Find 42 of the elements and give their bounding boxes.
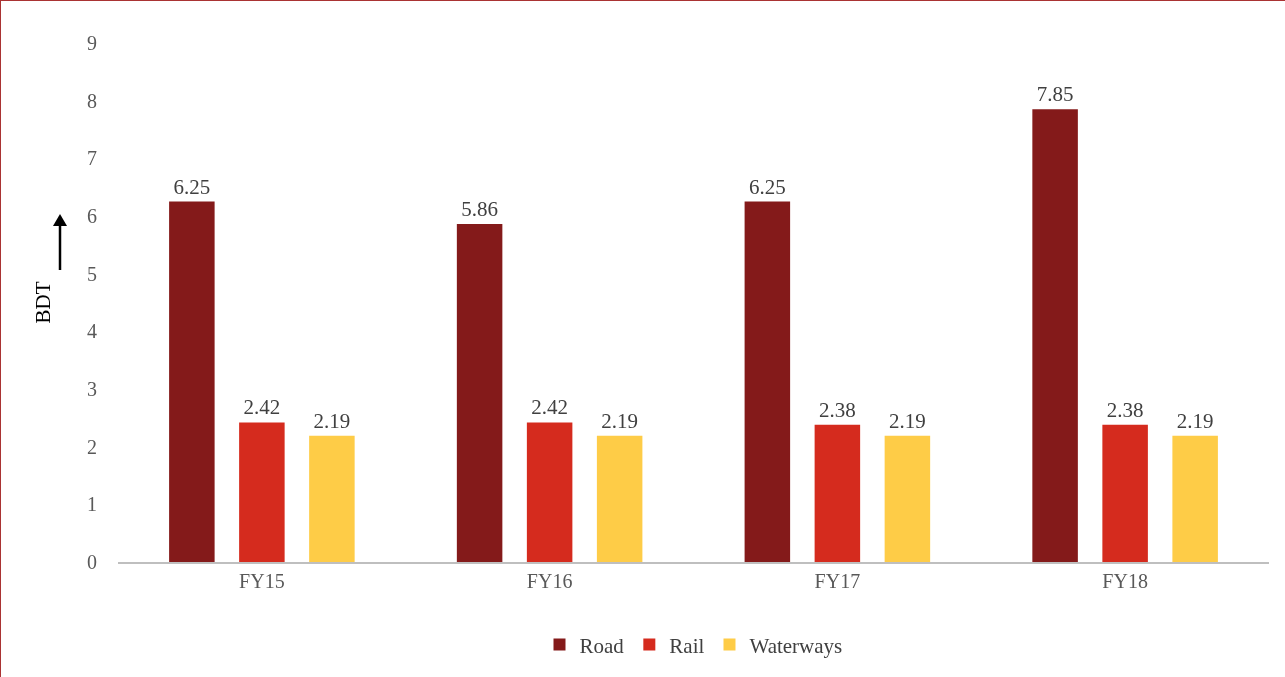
y-tick-label: 1	[87, 493, 97, 516]
data-label: 7.85	[1036, 82, 1074, 107]
y-tick-label: 7	[87, 147, 97, 170]
bar	[884, 435, 931, 562]
data-label: 2.19	[1176, 408, 1214, 433]
y-tick-label: 6	[87, 205, 97, 227]
legend-label: Waterways	[749, 633, 843, 658]
bar	[1172, 435, 1218, 562]
data-label: 5.86	[461, 197, 498, 222]
data-label: 2.42	[531, 395, 568, 420]
bar	[309, 435, 355, 562]
x-tick-label: FY18	[1102, 569, 1148, 592]
x-tick-label: FY16	[526, 569, 573, 592]
data-label: 2.19	[889, 408, 926, 433]
x-tick-label: FY15	[239, 569, 285, 592]
y-tick-label: 9	[87, 32, 97, 54]
legend-label: Road	[579, 633, 625, 658]
data-label: 2.38	[819, 397, 856, 422]
data-label: 2.19	[601, 408, 639, 433]
data-label: 6.25	[748, 174, 786, 199]
bar	[596, 435, 643, 562]
y-tick-label: 0	[87, 551, 97, 573]
bar	[239, 422, 285, 562]
y-axis-title: BDT	[31, 281, 56, 324]
y-tick-label: 8	[87, 89, 97, 112]
y-tick-label: 3	[87, 378, 97, 400]
data-label: 2.38	[1106, 397, 1144, 422]
legend-label: Rail	[669, 633, 705, 658]
bar	[456, 224, 503, 562]
y-tick-label: 2	[87, 435, 97, 458]
bar	[814, 424, 861, 562]
bar	[1032, 109, 1078, 562]
data-label: 6.25	[173, 174, 211, 199]
bar	[526, 422, 573, 562]
x-tick-label: FY17	[814, 569, 861, 592]
y-tick-label: 4	[87, 320, 97, 343]
bar	[1102, 424, 1148, 562]
bar	[744, 201, 791, 562]
y-tick-label: 5	[87, 262, 97, 285]
data-label: 2.19	[313, 408, 351, 433]
data-label: 2.42	[243, 395, 281, 420]
bar	[169, 201, 215, 562]
